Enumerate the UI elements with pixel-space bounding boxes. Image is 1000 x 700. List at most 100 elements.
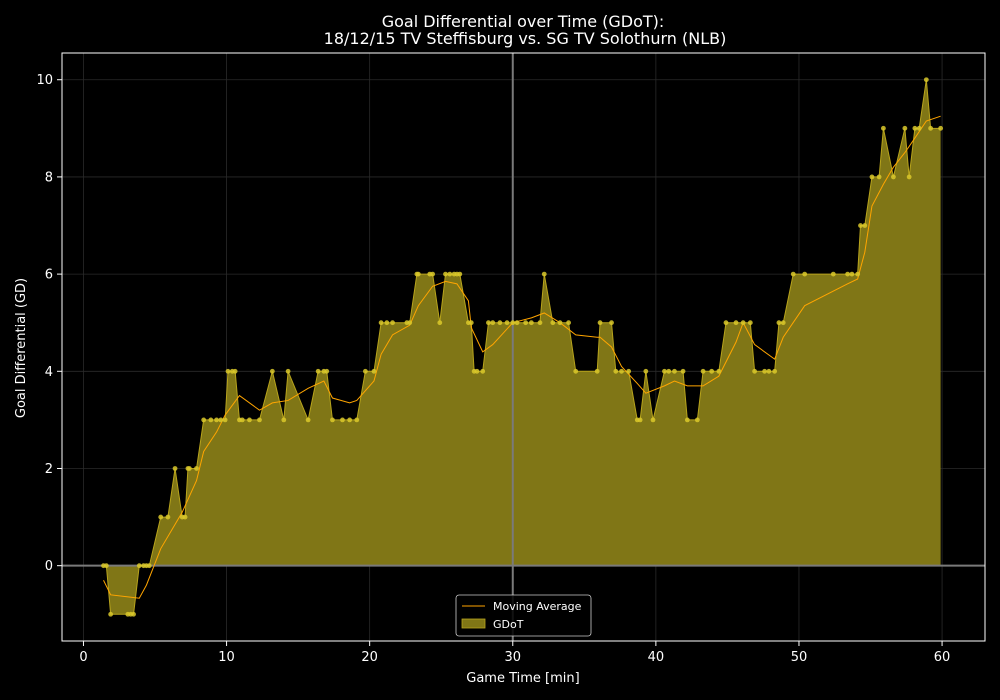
gdot-point — [182, 514, 188, 520]
y-tick-label: 4 — [45, 365, 53, 380]
gdot-point — [923, 77, 929, 83]
gdot-point — [573, 368, 579, 374]
gdot-point — [752, 368, 758, 374]
gdot-point — [218, 417, 224, 423]
gdot-point — [772, 368, 778, 374]
gdot-point — [858, 223, 863, 228]
legend-gdot-label: GDoT — [493, 618, 524, 631]
gdot-point — [330, 417, 335, 423]
gdot-point — [146, 563, 152, 569]
y-tick-label: 0 — [45, 559, 53, 574]
gdot-area — [103, 79, 941, 615]
axes-frame — [61, 52, 986, 642]
gdot-point — [201, 417, 207, 423]
gdot-point — [684, 417, 690, 423]
gdot-point — [407, 320, 413, 326]
gdot-point — [340, 417, 345, 423]
gdot-point — [776, 320, 782, 326]
gdot-point — [541, 271, 547, 277]
gdot-point — [733, 320, 739, 326]
gdot-point — [830, 271, 836, 277]
gdot-point — [802, 271, 808, 277]
x-tick-label: 10 — [218, 650, 235, 665]
gdot-point — [447, 271, 453, 277]
gdot-point — [709, 368, 715, 374]
gdot-point — [845, 271, 851, 277]
gdot-point — [880, 125, 886, 131]
gdot-point — [680, 368, 686, 374]
gdot-point — [613, 368, 619, 374]
gdot-point — [362, 368, 368, 374]
gdot-point — [390, 320, 395, 326]
gdot-point — [347, 417, 353, 423]
gdot-point — [780, 320, 786, 326]
gdot-point — [637, 417, 643, 423]
gdot-point — [928, 125, 934, 131]
gdot-point — [609, 320, 614, 326]
y-tick-label: 2 — [45, 462, 53, 477]
gdot-point — [566, 320, 571, 326]
gdot-point — [537, 320, 543, 326]
gdot-point — [437, 320, 443, 326]
gdot-point — [269, 368, 275, 374]
y-axis-label: Goal Differential (GD) — [14, 278, 29, 418]
gdot-point — [876, 174, 882, 180]
gdot-point — [523, 320, 529, 326]
gdot-point — [378, 320, 384, 326]
gdot-point — [597, 320, 603, 326]
gdot-point — [247, 417, 252, 423]
gdot-point — [158, 514, 164, 520]
gdot-point — [384, 320, 390, 326]
legend-box — [455, 594, 592, 637]
gdot-point — [550, 320, 556, 326]
gdot-point — [486, 320, 491, 326]
gdot-point — [497, 320, 503, 326]
gdot-point — [232, 368, 238, 374]
gdot-point — [194, 466, 199, 471]
gdot-point — [594, 368, 600, 374]
gdot-point — [474, 368, 480, 374]
gdot-point — [165, 514, 171, 520]
gdot-point — [239, 417, 245, 423]
legend-gdot-swatch — [461, 618, 486, 629]
y-tick-label: 6 — [45, 268, 53, 283]
gdot-point — [762, 368, 768, 374]
gdot-point — [700, 368, 706, 374]
gdot-point — [490, 320, 496, 326]
gdot-point — [222, 417, 228, 423]
gdot-point — [662, 368, 667, 374]
plot-area: 0 10 20 30 40 50 60 0 2 4 6 8 10 — [36, 52, 986, 665]
gdot-point — [504, 320, 510, 326]
x-tick-label: 0 — [79, 650, 87, 665]
gdot-point — [257, 417, 262, 423]
gdot-point — [902, 125, 908, 131]
gdot-point — [514, 320, 520, 326]
gdot-point — [281, 417, 287, 423]
gdot-point — [869, 174, 875, 180]
gdot-point — [938, 125, 944, 131]
gdot-point — [790, 271, 796, 277]
y-tick-label: 10 — [36, 73, 53, 88]
gdot-point — [285, 368, 291, 374]
gdot-point — [716, 368, 722, 374]
gdot-point — [468, 320, 474, 326]
gdot-point — [430, 271, 436, 277]
gdot-point — [626, 368, 632, 374]
gdot-point — [214, 417, 219, 423]
gdot-point — [528, 320, 534, 326]
gdot-point — [694, 417, 700, 423]
gdot-point — [371, 368, 377, 374]
gdot-point — [849, 271, 855, 277]
gdot-point — [672, 368, 677, 374]
gdot-point — [103, 563, 109, 569]
gdot-point — [208, 417, 214, 423]
gdot-point — [225, 368, 231, 374]
gdot-point — [480, 368, 486, 374]
x-tick-label: 20 — [361, 650, 378, 665]
gdot-point — [510, 320, 516, 326]
gdot-point — [305, 417, 311, 423]
gdot-point — [172, 466, 178, 471]
x-tick-label: 60 — [934, 650, 951, 665]
